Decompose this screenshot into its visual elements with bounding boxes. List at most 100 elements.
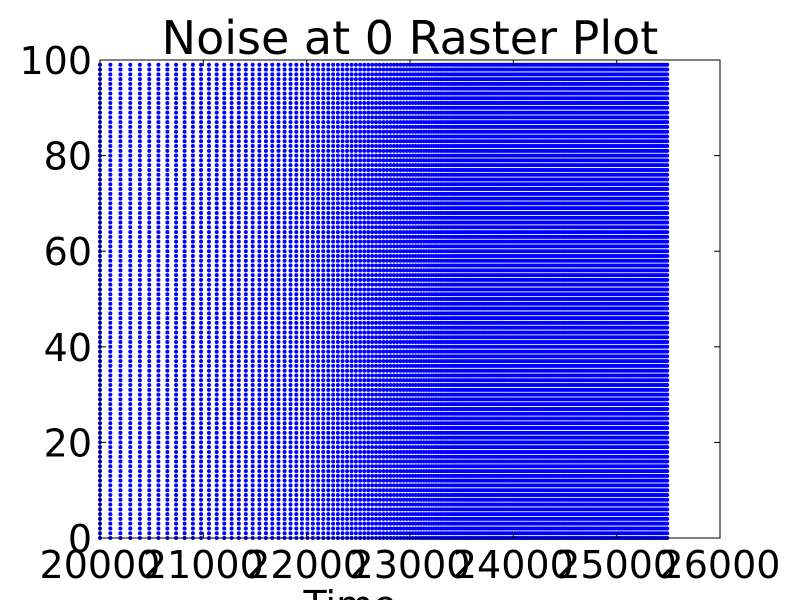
spike-point xyxy=(174,435,179,440)
spike-point xyxy=(263,521,268,526)
spike-point xyxy=(294,277,299,282)
spike-point xyxy=(391,91,396,96)
spike-point xyxy=(288,459,293,464)
spike-point xyxy=(165,363,170,368)
spike-point xyxy=(243,153,248,158)
spike-point xyxy=(340,397,345,402)
spike-point xyxy=(321,282,326,287)
spike-point xyxy=(147,120,152,125)
spike-point xyxy=(276,206,281,211)
spike-point xyxy=(321,244,326,249)
spike-point xyxy=(229,86,234,91)
spike-point xyxy=(270,368,275,373)
spike-point xyxy=(257,383,262,388)
spike-point xyxy=(199,263,204,268)
spike-point xyxy=(257,244,262,249)
spike-point xyxy=(366,67,371,72)
spike-point xyxy=(165,373,170,378)
spike-point xyxy=(156,225,161,230)
spike-point xyxy=(358,230,363,235)
spike-point xyxy=(321,301,326,306)
spike-point xyxy=(294,526,299,531)
spike-point xyxy=(374,483,379,488)
spike-point xyxy=(174,301,179,306)
spike-point xyxy=(345,62,350,67)
spike-point xyxy=(362,488,367,493)
spike-point xyxy=(182,153,187,158)
spike-point xyxy=(165,301,170,306)
spike-point xyxy=(276,502,281,507)
spike-point xyxy=(128,411,133,416)
spike-point xyxy=(147,502,152,507)
spike-point xyxy=(243,210,248,215)
spike-point xyxy=(118,497,123,502)
spike-point xyxy=(250,86,255,91)
spike-point xyxy=(137,340,142,345)
spike-point xyxy=(349,86,354,91)
spike-point xyxy=(299,531,304,536)
spike-point xyxy=(349,392,354,397)
spike-point xyxy=(391,516,396,521)
spike-point xyxy=(288,249,293,254)
spike-point xyxy=(118,421,123,426)
spike-point xyxy=(340,81,345,86)
spike-point xyxy=(310,411,315,416)
spike-point xyxy=(349,497,354,502)
spike-point xyxy=(288,363,293,368)
spike-point xyxy=(374,172,379,177)
spike-point xyxy=(206,273,211,278)
spike-point xyxy=(199,373,204,378)
spike-point xyxy=(288,292,293,297)
spike-point xyxy=(282,167,287,172)
spike-point xyxy=(276,440,281,445)
spike-point xyxy=(370,359,375,364)
spike-point xyxy=(222,210,227,215)
spike-point xyxy=(310,134,315,139)
spike-point xyxy=(381,163,386,168)
spike-point xyxy=(358,378,363,383)
spike-point xyxy=(391,244,396,249)
spike-point xyxy=(250,129,255,134)
spike-point xyxy=(229,301,234,306)
spike-point xyxy=(282,406,287,411)
spike-point xyxy=(128,330,133,335)
spike-point xyxy=(282,210,287,215)
spike-point xyxy=(137,163,142,168)
spike-point xyxy=(353,101,358,106)
spike-point xyxy=(391,349,396,354)
spike-point xyxy=(263,77,268,82)
spike-point xyxy=(385,172,390,177)
spike-point xyxy=(294,521,299,526)
spike-point xyxy=(288,406,293,411)
spike-point xyxy=(182,459,187,464)
spike-point xyxy=(222,483,227,488)
spike-point xyxy=(377,483,382,488)
spike-point xyxy=(335,320,340,325)
spike-point xyxy=(381,340,386,345)
spike-point xyxy=(250,292,255,297)
spike-point xyxy=(398,406,403,411)
spike-point xyxy=(335,473,340,478)
spike-point xyxy=(108,101,113,106)
spike-point xyxy=(331,464,336,469)
spike-point xyxy=(190,177,195,182)
spike-point xyxy=(147,421,152,426)
spike-point xyxy=(222,363,227,368)
spike-point xyxy=(214,134,219,139)
spike-point xyxy=(229,344,234,349)
spike-point xyxy=(377,430,382,435)
spike-point xyxy=(229,416,234,421)
spike-point xyxy=(270,273,275,278)
spike-point xyxy=(349,220,354,225)
spike-point xyxy=(276,263,281,268)
spike-point xyxy=(358,320,363,325)
spike-point xyxy=(388,512,393,517)
spike-point xyxy=(276,101,281,106)
spike-point xyxy=(326,392,331,397)
spike-point xyxy=(165,258,170,263)
spike-point xyxy=(282,516,287,521)
spike-point xyxy=(381,469,386,474)
spike-point xyxy=(395,507,400,512)
spike-point xyxy=(349,349,354,354)
spike-point xyxy=(388,497,393,502)
